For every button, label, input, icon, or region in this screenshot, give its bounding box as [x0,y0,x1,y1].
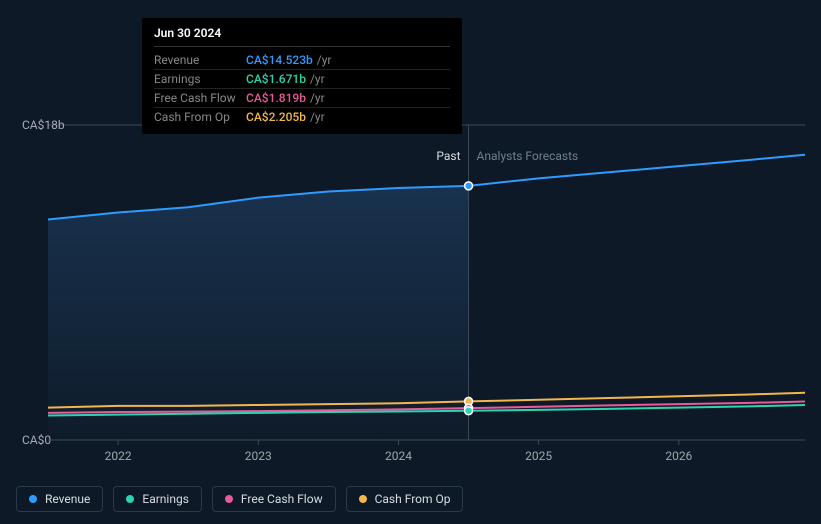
legend-item-cash-from-op[interactable]: Cash From Op [346,486,464,512]
svg-text:CA$0: CA$0 [22,433,51,447]
tooltip-value: CA$14.523b [246,53,313,67]
tooltip-date: Jun 30 2024 [154,26,450,47]
legend-label: Revenue [45,492,90,506]
tooltip-row: Cash From OpCA$2.205b/yr [154,108,450,126]
tooltip-metric-label: Cash From Op [154,110,246,124]
chart-legend: Revenue Earnings Free Cash Flow Cash From O… [16,486,463,512]
legend-dot-icon [359,495,367,503]
tooltip-metric-label: Earnings [154,72,246,86]
legend-label: Earnings [142,492,189,506]
legend-dot-icon [225,495,233,503]
financial-forecast-chart: CA$18b CA$0 Past Analysts Forecasts 2022 2023… [0,0,821,524]
tooltip-unit: /yr [310,110,325,124]
legend-dot-icon [126,495,134,503]
tooltip-metric-label: Free Cash Flow [154,91,246,105]
tooltip-unit: /yr [310,72,325,86]
tooltip-metric-label: Revenue [154,53,246,67]
svg-text:2023: 2023 [245,449,272,463]
tooltip-unit: /yr [310,91,325,105]
chart-tooltip: Jun 30 2024 RevenueCA$14.523b/yrEarnings… [142,18,462,134]
tooltip-unit: /yr [317,53,332,67]
svg-text:2026: 2026 [665,449,692,463]
legend-dot-icon [29,495,37,503]
legend-item-free-cash-flow[interactable]: Free Cash Flow [212,486,336,512]
svg-text:2025: 2025 [525,449,552,463]
tooltip-value: CA$1.819b [246,91,306,105]
legend-item-earnings[interactable]: Earnings [113,486,202,512]
tooltip-row: RevenueCA$14.523b/yr [154,51,450,70]
tooltip-value: CA$2.205b [246,110,306,124]
tooltip-row: Free Cash FlowCA$1.819b/yr [154,89,450,108]
svg-text:Analysts Forecasts: Analysts Forecasts [477,149,579,163]
svg-text:Past: Past [436,149,460,163]
legend-label: Cash From Op [375,492,451,506]
svg-text:CA$18b: CA$18b [22,118,65,132]
legend-item-revenue[interactable]: Revenue [16,486,103,512]
svg-text:2024: 2024 [385,449,412,463]
legend-label: Free Cash Flow [241,492,323,506]
svg-text:2022: 2022 [105,449,132,463]
tooltip-row: EarningsCA$1.671b/yr [154,70,450,89]
tooltip-value: CA$1.671b [246,72,306,86]
